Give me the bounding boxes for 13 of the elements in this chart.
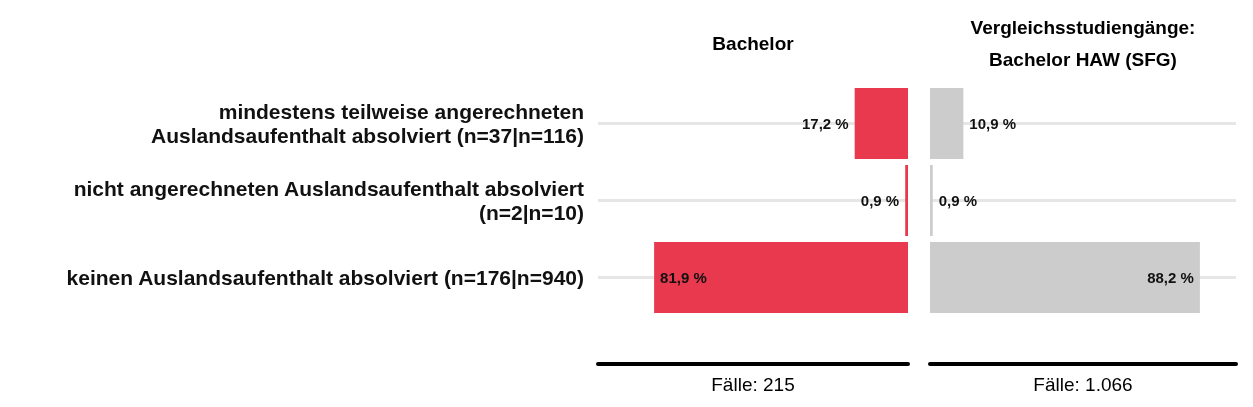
y-tick-label: mindestens teilweise angerechneten Auslandsaufenthalt absolviert (n=37|n=116): [150, 99, 584, 147]
chart-title: Vergleichsstudiengänge: Bachelor HAW (SFG): [969, 16, 1197, 72]
chart-title: Bachelor: [711, 32, 795, 56]
text: Fälle: 215: [710, 374, 796, 396]
data-label: 81,9 %: [660, 268, 707, 286]
y-tick-label: keinen Auslandsaufenthalt absolviert (n=176|n=940): [66, 265, 584, 289]
text: Fälle: 1.066: [1032, 374, 1134, 396]
y-tick-label: nicht angerechneten Auslandsaufenthalt absolviert (n=2|n=10): [73, 176, 585, 224]
data-label: 0,9 %: [938, 191, 978, 209]
data-label: 88,2 %: [1147, 268, 1194, 286]
data-label: 17,2 %: [801, 114, 849, 132]
data-label: 0,9 %: [860, 191, 900, 209]
data-label: 10,9 %: [969, 114, 1017, 132]
